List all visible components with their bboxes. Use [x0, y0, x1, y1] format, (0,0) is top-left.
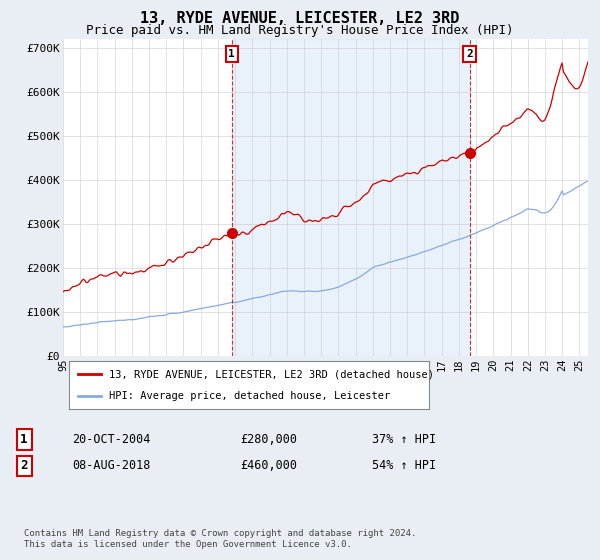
Text: Contains HM Land Registry data © Crown copyright and database right 2024.
This d: Contains HM Land Registry data © Crown c…	[24, 529, 416, 549]
Text: 1: 1	[20, 433, 28, 446]
Text: 2: 2	[466, 49, 473, 59]
Text: £460,000: £460,000	[240, 459, 297, 473]
Text: £280,000: £280,000	[240, 433, 297, 446]
Text: Price paid vs. HM Land Registry's House Price Index (HPI): Price paid vs. HM Land Registry's House …	[86, 24, 514, 37]
Text: 08-AUG-2018: 08-AUG-2018	[72, 459, 151, 473]
Text: 13, RYDE AVENUE, LEICESTER, LE2 3RD (detached house): 13, RYDE AVENUE, LEICESTER, LE2 3RD (det…	[109, 369, 434, 379]
Text: 2: 2	[20, 459, 28, 473]
Text: 20-OCT-2004: 20-OCT-2004	[72, 433, 151, 446]
Text: 1: 1	[229, 49, 235, 59]
Text: HPI: Average price, detached house, Leicester: HPI: Average price, detached house, Leic…	[109, 391, 390, 401]
Bar	[232, 39, 470, 356]
Text: 13, RYDE AVENUE, LEICESTER, LE2 3RD: 13, RYDE AVENUE, LEICESTER, LE2 3RD	[140, 11, 460, 26]
Text: 54% ↑ HPI: 54% ↑ HPI	[372, 459, 436, 473]
Text: 37% ↑ HPI: 37% ↑ HPI	[372, 433, 436, 446]
